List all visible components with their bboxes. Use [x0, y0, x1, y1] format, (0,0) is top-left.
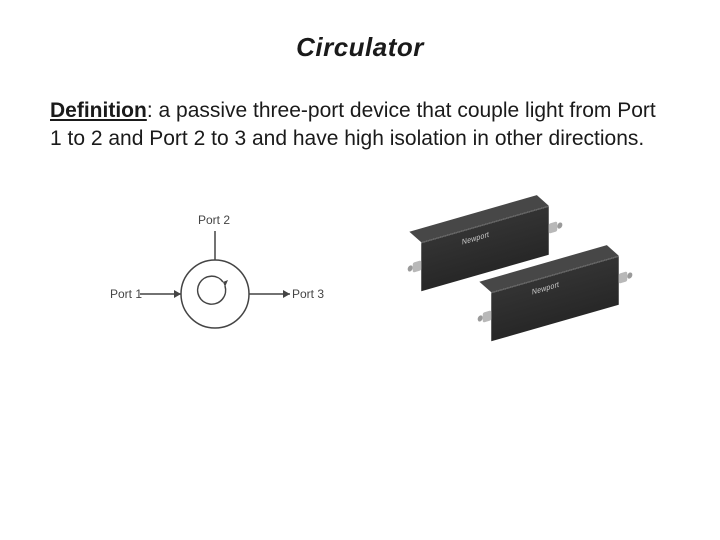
port3-label: Port 3 [292, 287, 324, 301]
connector-icon [483, 310, 492, 322]
slide: Circulator Definition: a passive three-p… [0, 0, 720, 540]
port1-label: Port 1 [110, 287, 142, 301]
definition-paragraph: Definition: a passive three-port device … [50, 97, 670, 154]
connector-icon [549, 221, 558, 233]
device-brand: Newport [462, 229, 489, 246]
device-2: Newport [491, 255, 619, 340]
connector-icon [413, 260, 422, 272]
figures-row: Port 1 Port 2 Port 3 Newport Newport [50, 194, 670, 364]
definition-label: Definition [50, 99, 147, 122]
circulator-diagram: Port 1 Port 2 Port 3 [110, 209, 320, 359]
device-photo-group: Newport Newport [410, 204, 650, 364]
page-title: Circulator [50, 32, 670, 63]
connector-icon [619, 271, 628, 283]
device-brand: Newport [532, 279, 559, 296]
port2-label: Port 2 [198, 213, 230, 227]
circulator-svg [110, 209, 320, 359]
